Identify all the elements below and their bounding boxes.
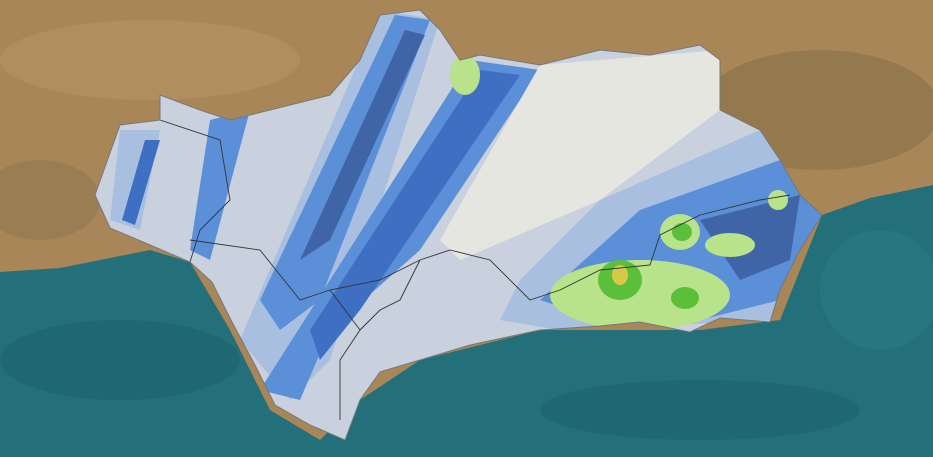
precip-green <box>671 287 699 309</box>
precip-light-green <box>705 233 755 257</box>
precip-light-green <box>550 260 730 330</box>
province-borders <box>159 119 791 420</box>
precip-band <box>122 140 160 225</box>
sea-texture <box>820 230 933 350</box>
precip-band <box>310 70 520 360</box>
land-texture <box>0 160 100 240</box>
sea-texture <box>540 380 860 440</box>
sea-texture <box>0 320 240 400</box>
precip-yellow <box>612 265 628 285</box>
precip-band <box>300 30 425 260</box>
sea <box>0 185 933 457</box>
precip-band <box>190 110 250 260</box>
precip-green <box>672 223 692 241</box>
precip-band <box>700 195 800 280</box>
precip-light-green <box>768 190 788 210</box>
precip-band <box>440 50 720 260</box>
precip-light-green <box>450 55 480 95</box>
land-texture <box>0 20 300 100</box>
